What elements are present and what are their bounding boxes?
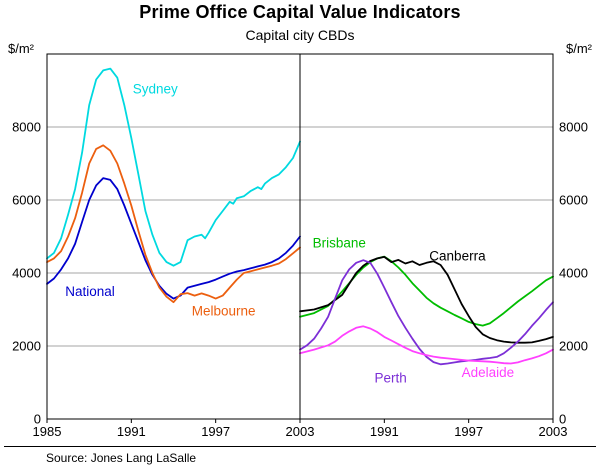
brisbane-series-label: Brisbane xyxy=(313,236,366,251)
sydney-series-label: Sydney xyxy=(133,82,178,97)
canberra-line xyxy=(299,255,554,344)
y-tick-label-left: 0 xyxy=(34,412,41,427)
y-tick-label-right: 2000 xyxy=(559,339,588,354)
y-tick-label-left: 4000 xyxy=(12,266,41,281)
plot-area: 0 0 2000 2000 4000 4000 6000 6000 8000 8000 1985 19… xyxy=(12,53,588,439)
x-tick-label: 1997 xyxy=(454,424,483,439)
source-note: Source: Jones Lang LaSalle xyxy=(46,451,197,465)
sydney-line xyxy=(46,67,301,267)
perth-series-label: Perth xyxy=(374,371,406,386)
y-axis-unit-right: $/m² xyxy=(566,41,592,56)
perth-line xyxy=(299,259,554,366)
y-tick-label-right: 8000 xyxy=(559,120,588,135)
national-series-label: National xyxy=(65,284,115,299)
melbourne-series-label: Melbourne xyxy=(192,303,256,318)
x-tick-label: 1997 xyxy=(201,424,230,439)
x-tick-label: 1991 xyxy=(117,424,146,439)
adelaide-line xyxy=(299,325,554,365)
chart-title: Prime Office Capital Value Indicators xyxy=(139,2,461,22)
canberra-series-label: Canberra xyxy=(429,248,486,263)
x-tick-label: 2003 xyxy=(286,424,315,439)
y-tick-label-right: 4000 xyxy=(559,266,588,281)
adelaide-series-label: Adelaide xyxy=(462,365,515,380)
y-tick-label-left: 2000 xyxy=(12,339,41,354)
x-tick-label: 1991 xyxy=(370,424,399,439)
y-tick-label-left: 6000 xyxy=(12,193,41,208)
y-tick-label-right: 6000 xyxy=(559,193,588,208)
y-tick-label-right: 0 xyxy=(559,412,566,427)
footer-rule xyxy=(4,446,596,447)
x-tick-label: 2003 xyxy=(539,424,568,439)
x-tick-label: 1985 xyxy=(33,424,62,439)
y-tick-label-left: 8000 xyxy=(12,120,41,135)
national-line xyxy=(46,177,301,300)
y-axis-unit-left: $/m² xyxy=(8,41,34,56)
melbourne-line xyxy=(46,144,301,304)
chart-subtitle: Capital city CBDs xyxy=(245,27,355,43)
